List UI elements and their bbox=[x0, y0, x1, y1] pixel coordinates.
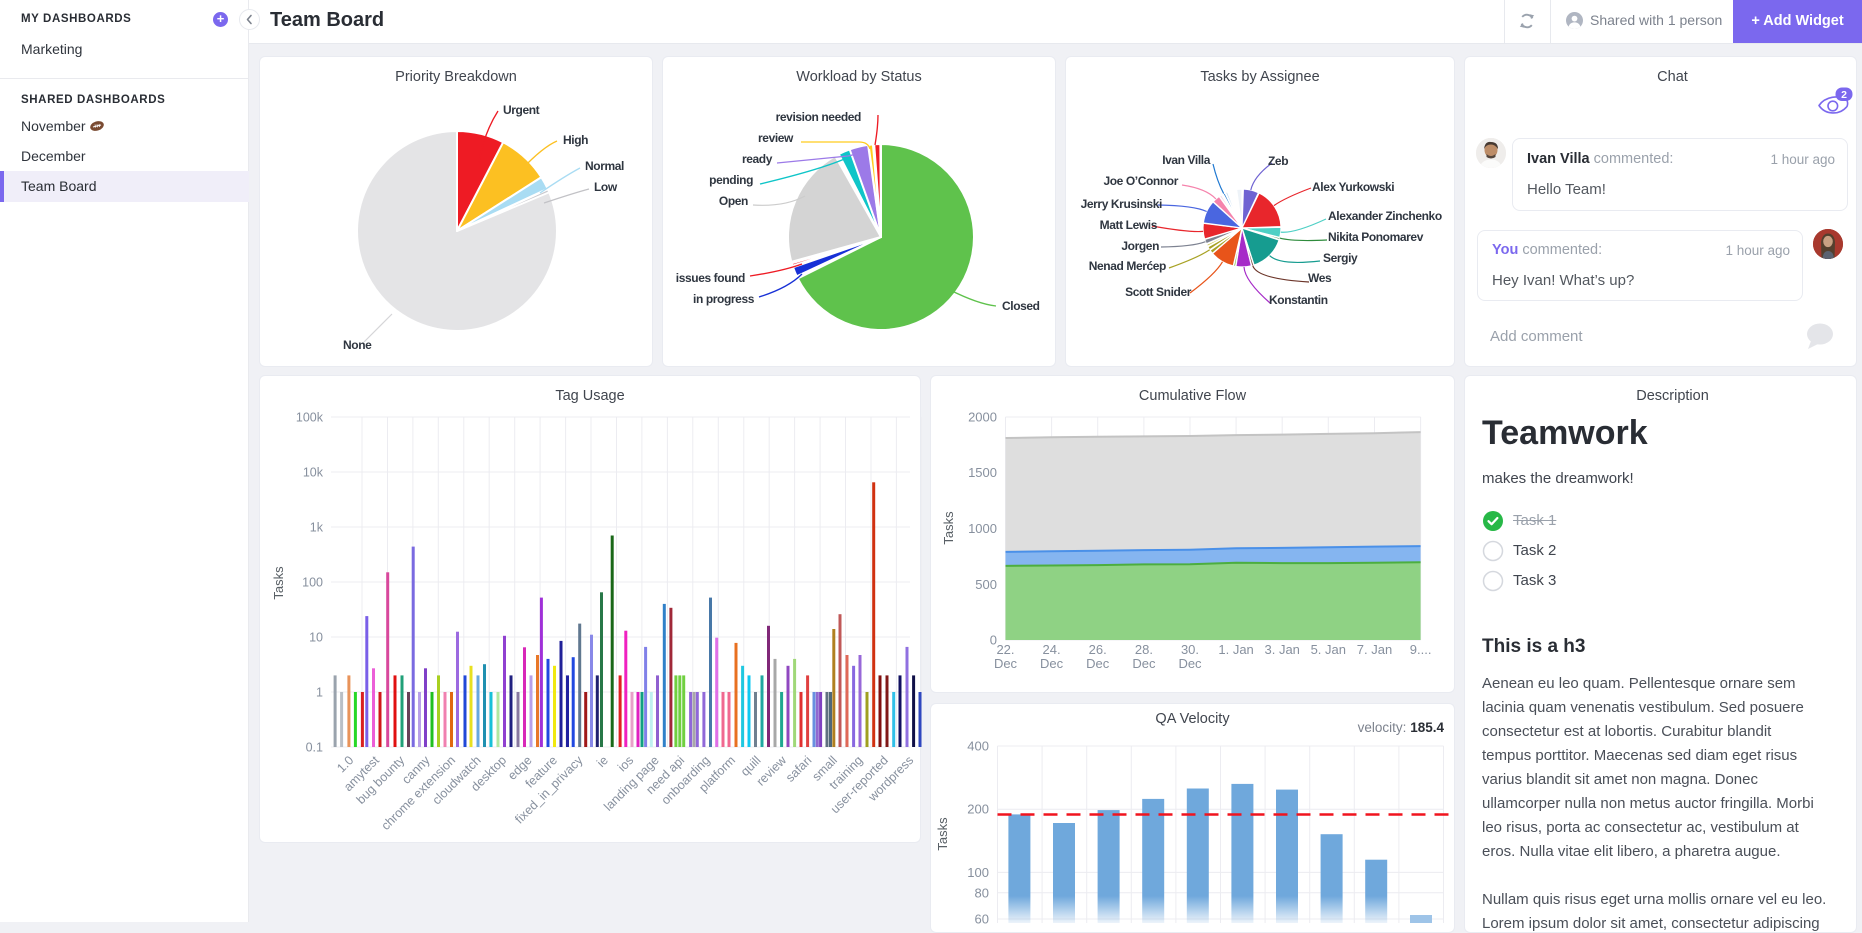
svg-text:Dec: Dec bbox=[1178, 656, 1202, 671]
svg-text:1: 1 bbox=[316, 686, 323, 700]
svg-text:1k: 1k bbox=[310, 521, 324, 535]
svg-text:100: 100 bbox=[967, 865, 989, 880]
svg-text:28.: 28. bbox=[1135, 642, 1153, 657]
svg-text:2: 2 bbox=[1841, 89, 1847, 101]
svg-text:Sergiy: Sergiy bbox=[1323, 251, 1358, 265]
svg-text:7. Jan: 7. Jan bbox=[1357, 642, 1392, 657]
svg-text:5. Jan: 5. Jan bbox=[1311, 642, 1346, 657]
svg-text:100k: 100k bbox=[296, 411, 324, 425]
svg-text:review: review bbox=[758, 131, 794, 145]
svg-text:Alexander Zinchenko: Alexander Zinchenko bbox=[1328, 209, 1442, 223]
svg-text:0.1: 0.1 bbox=[306, 741, 323, 755]
svg-text:80: 80 bbox=[975, 885, 989, 900]
svg-text:30.: 30. bbox=[1181, 642, 1199, 657]
svg-text:Tasks: Tasks bbox=[271, 566, 286, 600]
svg-text:in progress: in progress bbox=[693, 292, 755, 306]
svg-text:3. Jan: 3. Jan bbox=[1264, 642, 1299, 657]
svg-text:Nenad Merćep: Nenad Merćep bbox=[1089, 259, 1166, 273]
svg-text:500: 500 bbox=[975, 577, 997, 592]
svg-text:22.: 22. bbox=[996, 642, 1014, 657]
svg-text:24.: 24. bbox=[1043, 642, 1061, 657]
svg-text:Zeb: Zeb bbox=[1268, 154, 1288, 168]
svg-text:Dec: Dec bbox=[1086, 656, 1110, 671]
svg-text:Low: Low bbox=[594, 180, 618, 194]
svg-text:Scott Snider: Scott Snider bbox=[1125, 285, 1192, 299]
svg-text:Urgent: Urgent bbox=[503, 103, 540, 117]
svg-text:Ivan Villa: Ivan Villa bbox=[1162, 153, 1211, 167]
svg-text:issues found: issues found bbox=[676, 271, 745, 285]
svg-text:0: 0 bbox=[990, 633, 997, 648]
svg-text:26.: 26. bbox=[1089, 642, 1107, 657]
svg-text:Dec: Dec bbox=[1040, 656, 1064, 671]
svg-text:Joe O’Connor: Joe O’Connor bbox=[1103, 174, 1178, 188]
svg-text:Normal: Normal bbox=[585, 159, 624, 173]
svg-text:High: High bbox=[563, 133, 588, 147]
svg-text:Tasks: Tasks bbox=[935, 817, 950, 851]
svg-text:ie: ie bbox=[594, 753, 611, 770]
svg-text:Nikita Ponomarev: Nikita Ponomarev bbox=[1328, 230, 1424, 244]
svg-text:Matt Lewis: Matt Lewis bbox=[1100, 218, 1158, 232]
svg-text:Dec: Dec bbox=[1132, 656, 1156, 671]
svg-text:ready: ready bbox=[742, 152, 773, 166]
svg-text:Dec: Dec bbox=[994, 656, 1018, 671]
svg-text:revision needed: revision needed bbox=[776, 110, 861, 124]
svg-text:Tasks: Tasks bbox=[941, 511, 956, 545]
svg-text:10: 10 bbox=[309, 631, 323, 645]
svg-text:400: 400 bbox=[967, 739, 989, 754]
svg-text:Wes: Wes bbox=[1308, 271, 1332, 285]
svg-text:review: review bbox=[754, 753, 790, 789]
svg-text:safari: safari bbox=[783, 753, 815, 785]
svg-text:1500: 1500 bbox=[968, 465, 997, 480]
svg-text:1000: 1000 bbox=[968, 521, 997, 536]
svg-text:200: 200 bbox=[967, 802, 989, 817]
svg-text:Open: Open bbox=[719, 194, 748, 208]
svg-text:9....: 9.... bbox=[1410, 642, 1432, 657]
svg-text:Jerry Krusinski: Jerry Krusinski bbox=[1081, 197, 1162, 211]
svg-text:None: None bbox=[343, 338, 372, 352]
svg-text:Closed: Closed bbox=[1002, 299, 1040, 313]
svg-text:Konstantin: Konstantin bbox=[1269, 293, 1328, 307]
svg-text:Alex Yurkowski: Alex Yurkowski bbox=[1312, 180, 1394, 194]
svg-text:2000: 2000 bbox=[968, 410, 997, 425]
svg-text:60: 60 bbox=[975, 912, 989, 927]
svg-text:pending: pending bbox=[709, 173, 753, 187]
svg-text:1. Jan: 1. Jan bbox=[1218, 642, 1253, 657]
svg-text:Jorgen: Jorgen bbox=[1121, 239, 1159, 253]
svg-text:10k: 10k bbox=[303, 466, 324, 480]
svg-text:100: 100 bbox=[302, 576, 323, 590]
